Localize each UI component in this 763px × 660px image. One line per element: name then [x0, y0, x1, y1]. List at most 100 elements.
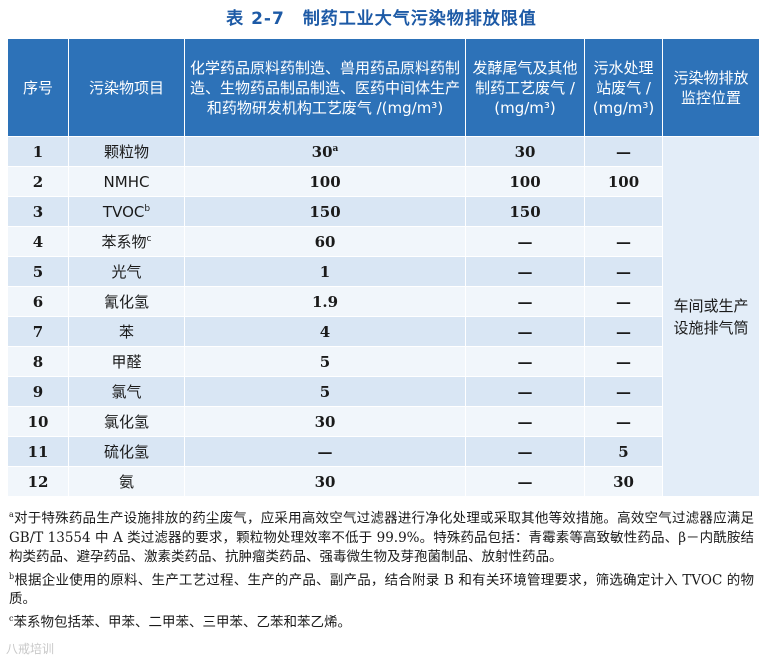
cell-limit-process: 150 — [184, 196, 466, 227]
cell-limit-fermentation: 100 — [465, 166, 585, 197]
cell-seq: 3 — [7, 196, 69, 227]
cell-limit-process-text: 1 — [319, 262, 331, 281]
cell-limit-fermentation-text: — — [517, 232, 533, 251]
cell-seq-text: 9 — [32, 382, 44, 401]
cell-limit-process: 60 — [184, 226, 466, 257]
cell-seq: 12 — [7, 466, 69, 497]
cell-item-text: 苯 — [118, 323, 134, 341]
footnote-c-mark: c — [9, 614, 14, 623]
cell-limit-wastewater-text: — — [616, 232, 631, 251]
cell-limit-fermentation: 30 — [465, 136, 585, 167]
header-col3: 污水处理站废气 / (mg/m³) — [584, 38, 663, 137]
cell-item: TVOCb — [68, 196, 185, 227]
cell-limit-process: 1 — [184, 256, 466, 287]
cell-seq: 6 — [7, 286, 69, 317]
table-row: 9 氯气 5 — — — [7, 376, 760, 407]
cell-limit-fermentation-text: — — [517, 292, 533, 311]
cell-limit-process-text: 5 — [319, 382, 331, 401]
cell-item: 氰化氢 — [68, 286, 185, 317]
cell-limit-process: — — [184, 436, 466, 467]
watermark: 八戒培训 — [6, 642, 55, 656]
cell-item-text: 氰化氢 — [103, 293, 149, 311]
cell-limit-fermentation-text: 150 — [509, 202, 541, 221]
cell-item-footnote-mark: c — [146, 234, 152, 244]
cell-item: 氯气 — [68, 376, 185, 407]
table-row: 5 光气 1 — — — [7, 256, 760, 287]
cell-limit-process-text: 1.9 — [311, 292, 339, 311]
table-row: 10 氯化氢 30 — — — [7, 406, 760, 437]
table-row: 2 NMHC 100 100 100 — [7, 166, 760, 197]
cell-limit-fermentation: — — [465, 316, 585, 347]
cell-seq: 9 — [7, 376, 69, 407]
cell-item-text: 苯系物 — [101, 233, 147, 251]
footnote-c-text: 苯系物包括苯、甲苯、二甲苯、三甲苯、乙苯和苯乙烯。 — [13, 614, 351, 631]
cell-limit-fermentation: — — [465, 346, 585, 377]
cell-limit-process: 4 — [184, 316, 466, 347]
cell-limit-wastewater-text: — — [616, 382, 631, 401]
cell-limit-fermentation: 150 — [465, 196, 585, 227]
cell-limit-wastewater — [584, 196, 663, 227]
cell-limit-wastewater: — — [584, 406, 663, 437]
cell-limit-fermentation: — — [465, 286, 585, 317]
cell-limit-fermentation-text: — — [517, 412, 533, 431]
cell-limit-fermentation-text: — — [517, 382, 533, 401]
cell-limit-wastewater-text: — — [616, 292, 631, 311]
cell-limit-wastewater: — — [584, 136, 663, 167]
cell-seq-text: 7 — [32, 322, 44, 341]
cell-limit-process-text: 30 — [311, 142, 333, 161]
cell-limit-wastewater: — — [584, 256, 663, 287]
footnotes: a对于特殊药品生产设施排放的药尘废气，应采用高效空气过滤器进行净化处理或采取其他… — [9, 505, 754, 633]
cell-seq: 2 — [7, 166, 69, 197]
table-row: 7 苯 4 — — — [7, 316, 760, 347]
table-row: 8 甲醛 5 — — — [7, 346, 760, 377]
footnote-b-mark: b — [9, 571, 15, 581]
cell-item-footnote-mark: b — [144, 203, 151, 214]
cell-limit-wastewater-text: 5 — [618, 442, 629, 461]
cell-seq-text: 12 — [27, 472, 49, 491]
header-seq: 序号 — [7, 38, 69, 137]
cell-limit-fermentation: — — [465, 226, 585, 257]
cell-limit-fermentation-text: — — [517, 322, 533, 341]
cell-seq-text: 8 — [32, 352, 44, 371]
cell-limit-wastewater-text: — — [616, 142, 631, 161]
cell-limit-process-text: 30 — [314, 472, 336, 491]
cell-seq-text: 11 — [27, 442, 49, 461]
cell-limit-fermentation-text: — — [517, 262, 533, 281]
cell-item: 苯 — [68, 316, 185, 347]
cell-limit-fermentation: — — [465, 376, 585, 407]
cell-seq: 8 — [7, 346, 69, 377]
table-row: 11 硫化氢 — — 5 — [7, 436, 760, 467]
footnote-a: a对于特殊药品生产设施排放的药尘废气，应采用高效空气过滤器进行净化处理或采取其他… — [9, 505, 754, 567]
cell-item-text: 颗粒物 — [103, 143, 149, 161]
cell-limit-fermentation-text: — — [517, 442, 533, 461]
cell-item: 光气 — [68, 256, 185, 287]
table-row: 6 氰化氢 1.9 — — — [7, 286, 760, 317]
monitoring-location-text: 车间或生产设施排气筒 — [673, 296, 749, 337]
table-row: 4 苯系物c 60 — — — [7, 226, 760, 257]
cell-limit-wastewater-text: — — [616, 352, 631, 371]
cell-limit-wastewater: 5 — [584, 436, 663, 467]
cell-seq: 1 — [7, 136, 69, 167]
cell-limit-fermentation-text: — — [517, 352, 533, 371]
footnote-a-text: 对于特殊药品生产设施排放的药尘废气，应采用高效空气过滤器进行净化处理或采取其他等… — [9, 510, 754, 565]
cell-seq: 4 — [7, 226, 69, 257]
cell-limit-process: 30 — [184, 466, 466, 497]
cell-seq: 7 — [7, 316, 69, 347]
cell-item-text: TVOC — [102, 202, 145, 221]
cell-limit-process-text: 60 — [314, 232, 336, 251]
cell-limit-fermentation-text: 100 — [509, 172, 541, 191]
table-body: 1 颗粒物 30a 30— 车间或生产设施排气筒 2 NMHC 100 100 100 3 TVOCb… — [7, 136, 760, 497]
cell-limit-process-text: 30 — [314, 412, 336, 431]
cell-limit-process: 5 — [184, 346, 466, 377]
cell-limit-wastewater-text: — — [616, 322, 631, 341]
cell-item-text: NMHC — [103, 172, 150, 191]
emission-limits-table: 序号 污染物项目 化学药品原料药制造、兽用药品原料药制造、生物药品制品制造、医药… — [7, 38, 760, 497]
cell-limit-process: 100 — [184, 166, 466, 197]
cell-item-text: 硫化氢 — [103, 443, 149, 461]
cell-limit-process: 30a — [184, 136, 466, 167]
cell-limit-wastewater: 100 — [584, 166, 663, 197]
cell-limit-process: 5 — [184, 376, 466, 407]
cell-seq: 11 — [7, 436, 69, 467]
cell-seq-text: 6 — [32, 292, 44, 311]
table-row: 3 TVOCb 150 150 — [7, 196, 760, 227]
